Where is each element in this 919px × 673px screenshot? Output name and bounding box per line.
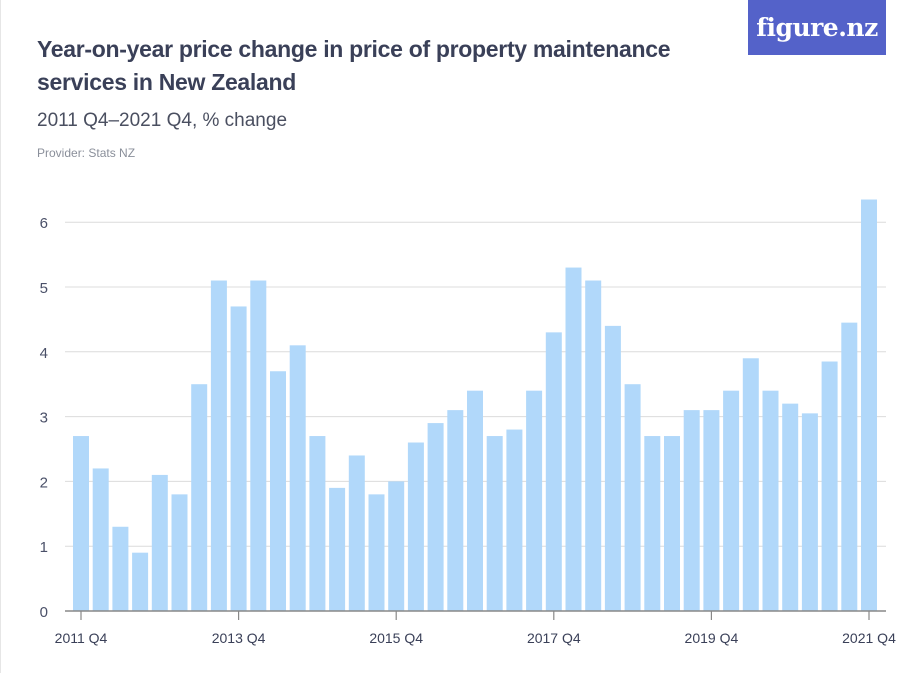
bar[interactable] [447, 410, 464, 611]
bar[interactable] [230, 306, 247, 611]
bar[interactable] [407, 442, 424, 611]
x-tick-label: 2015 Q4 [369, 630, 423, 646]
bar[interactable] [289, 345, 306, 611]
bar[interactable] [210, 280, 227, 611]
bar[interactable] [683, 410, 700, 611]
x-axis: 2011 Q4 2013 Q4 2015 Q4 2017 Q4 2019 Q4 2021 … [55, 610, 896, 646]
y-tick-label: 0 [40, 604, 48, 621]
bar[interactable] [782, 403, 799, 611]
bar[interactable] [742, 358, 759, 611]
bar[interactable] [506, 429, 523, 611]
y-tick-label: 5 [40, 280, 48, 297]
bar[interactable] [644, 436, 661, 611]
bar[interactable] [526, 390, 543, 611]
bar[interactable] [545, 332, 562, 611]
bar[interactable] [624, 384, 641, 611]
y-tick-label: 4 [40, 345, 48, 362]
bar[interactable] [92, 468, 109, 611]
bar[interactable] [171, 494, 188, 611]
y-tick-label: 2 [40, 474, 48, 491]
bar[interactable] [861, 199, 877, 611]
provider-label: Provider: Stats NZ [37, 146, 136, 160]
bar[interactable] [73, 436, 89, 611]
bar[interactable] [151, 474, 168, 611]
bar[interactable] [348, 455, 365, 611]
y-tick-label: 6 [40, 215, 48, 232]
chart-title: Year-on-year price change in price of pr… [37, 36, 671, 95]
bars [73, 199, 877, 611]
bar[interactable] [467, 390, 483, 611]
bar[interactable] [486, 436, 503, 611]
bar[interactable] [309, 436, 326, 611]
chart-subtitle: 2011 Q4–2021 Q4, % change [37, 110, 288, 131]
bar[interactable] [703, 410, 720, 611]
x-tick-label: 2013 Q4 [212, 630, 266, 646]
bar[interactable] [427, 423, 444, 611]
bar[interactable] [565, 267, 582, 611]
bar[interactable] [801, 413, 818, 611]
bar[interactable] [329, 487, 346, 611]
bar[interactable] [132, 552, 149, 611]
bar[interactable] [250, 280, 267, 611]
bar[interactable] [762, 390, 779, 611]
y-axis-ticks: 0 1 2 3 4 5 6 [40, 215, 48, 621]
bar[interactable] [112, 526, 129, 611]
bar[interactable] [604, 325, 621, 611]
bar[interactable] [585, 280, 602, 611]
bar[interactable] [841, 322, 858, 611]
left-border [0, 0, 1, 673]
bar[interactable] [270, 371, 286, 611]
bar[interactable] [368, 494, 385, 611]
y-tick-label: 3 [40, 410, 48, 427]
x-tick-label: 2017 Q4 [527, 630, 581, 646]
y-tick-label: 1 [40, 539, 48, 556]
x-tick-label: 2019 Q4 [685, 630, 739, 646]
x-tick-label: 2021 Q4 [842, 630, 896, 646]
bar[interactable] [388, 481, 405, 611]
bar[interactable] [664, 436, 680, 611]
figure-nz-logo[interactable]: figure.nz [748, 0, 886, 55]
x-tick-label: 2011 Q4 [55, 630, 108, 646]
bar[interactable] [821, 361, 838, 611]
bar[interactable] [191, 384, 208, 611]
bar[interactable] [723, 390, 740, 611]
